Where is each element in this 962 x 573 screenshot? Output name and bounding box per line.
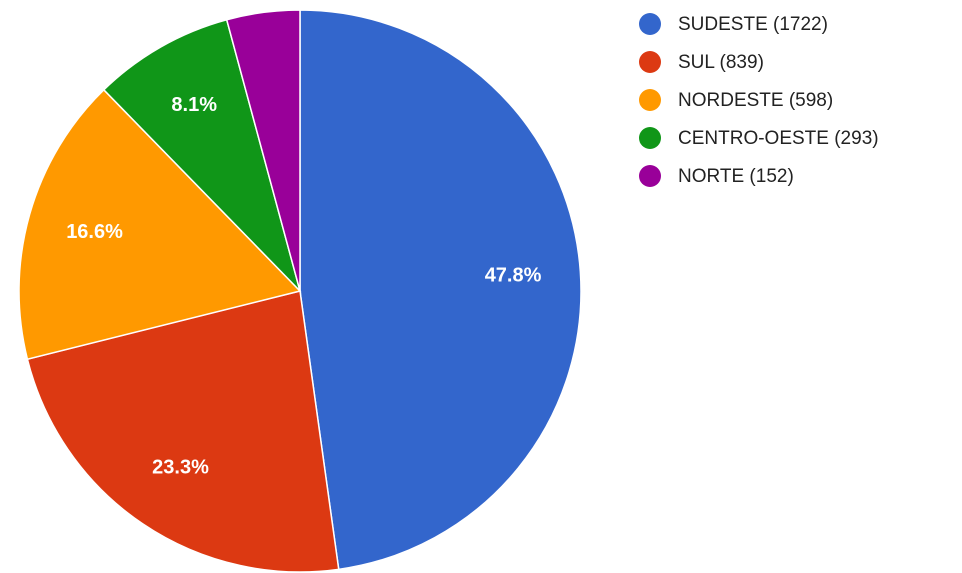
pie-slice (225, 9, 301, 292)
pie (18, 9, 582, 573)
slice-label: 8.1% (171, 94, 217, 116)
legend-marker (639, 13, 661, 35)
slice-labels: 47.8% 23.3% 16.6% 8.1% (66, 94, 541, 479)
pie-slice (102, 18, 302, 294)
legend-marker (639, 127, 661, 149)
legend-label: NORDESTE (598) (678, 90, 833, 111)
legend-marker (639, 89, 661, 111)
slice-label: 23.3% (152, 456, 209, 478)
legend-marker (639, 165, 661, 187)
pie-slice (18, 88, 302, 361)
legend-label: SUDESTE (1722) (678, 14, 828, 35)
legend-label: CENTRO-OESTE (293) (678, 128, 879, 149)
legend-label: NORTE (152) (678, 166, 794, 187)
pie-slice (26, 290, 340, 573)
slice-label: 16.6% (66, 221, 123, 243)
pie-slice (299, 9, 582, 571)
legend-marker (639, 51, 661, 73)
legend-label: SUL (839) (678, 52, 764, 73)
slice-label: 47.8% (485, 265, 542, 287)
legend: SUDESTE (1722) SUL (839) NORDESTE (598) CEN… (639, 13, 879, 187)
